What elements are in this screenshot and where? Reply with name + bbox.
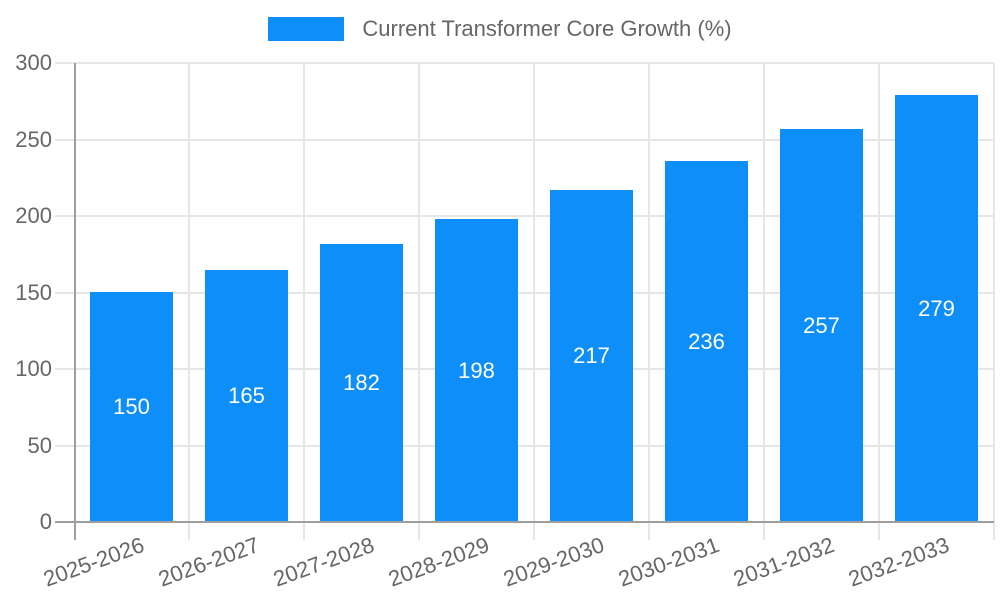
bar-value-label: 150	[113, 394, 150, 419]
x-gridline	[418, 63, 420, 540]
x-tick-label: 2029-2030	[500, 532, 608, 592]
bar-value-label: 236	[688, 328, 725, 354]
bar[interactable]: 257	[780, 129, 863, 522]
legend[interactable]: Current Transformer Core Growth (%)	[0, 16, 1000, 42]
x-tick-label: 2027-2028	[270, 532, 378, 592]
bar-value-label: 198	[458, 357, 495, 383]
x-tick-label: 2031-2032	[730, 532, 838, 592]
legend-swatch	[268, 17, 345, 41]
y-gridline	[55, 215, 994, 217]
x-tick-label: 2032-2033	[845, 532, 953, 592]
x-gridline	[763, 63, 765, 540]
y-gridline	[55, 445, 994, 447]
y-tick-label: 100	[15, 356, 52, 381]
y-tick-label: 200	[15, 203, 52, 228]
bar[interactable]: 150	[90, 292, 173, 522]
bar-value-label: 165	[228, 383, 265, 408]
x-gridline	[533, 63, 535, 540]
x-tick-label: 2025-2026	[40, 532, 148, 592]
bar[interactable]: 165	[205, 270, 288, 522]
x-tick-label: 2028-2029	[385, 532, 493, 592]
bar-value-label: 257	[803, 312, 840, 338]
x-tick-label: 2030-2031	[615, 532, 723, 592]
x-axis-line	[55, 521, 994, 523]
x-gridline	[878, 63, 880, 540]
bar-value-label: 217	[573, 343, 610, 368]
y-tick-label: 50	[27, 433, 52, 458]
y-tick-label: 250	[15, 127, 52, 152]
y-tick-label: 0	[39, 509, 52, 534]
legend-label: Current Transformer Core Growth (%)	[362, 16, 732, 41]
bar-value-label: 182	[343, 370, 380, 395]
x-tick-label: 2026-2027	[155, 532, 263, 592]
y-tick-label: 300	[15, 50, 52, 75]
x-gridline	[993, 63, 995, 540]
x-gridline	[188, 63, 190, 540]
bar[interactable]: 198	[435, 219, 518, 522]
bar[interactable]: 217	[550, 190, 633, 522]
bar[interactable]: 279	[895, 95, 978, 522]
y-axis-line	[74, 63, 76, 540]
y-gridline	[55, 139, 994, 141]
x-gridline	[648, 63, 650, 540]
y-gridline	[55, 62, 994, 64]
y-gridline	[55, 292, 994, 294]
x-gridline	[303, 63, 305, 540]
y-gridline	[55, 368, 994, 370]
bar-value-label: 279	[918, 295, 955, 321]
bar[interactable]: 182	[320, 244, 403, 522]
y-tick-label: 150	[15, 280, 52, 305]
bar[interactable]: 236	[665, 161, 748, 522]
